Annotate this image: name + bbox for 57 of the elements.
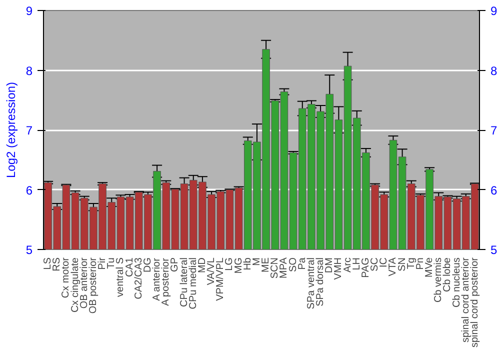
x-tick-label: Cx cingulate bbox=[70, 257, 81, 313]
x-tick-label: DG bbox=[142, 257, 154, 272]
x-tick-label: MD bbox=[196, 257, 208, 274]
x-tick-label: VPM/VPL bbox=[215, 257, 226, 301]
x-tick-label: GP bbox=[170, 257, 181, 272]
x-tick-label: OB posterior bbox=[88, 256, 99, 314]
x-tick-label: CPu medial bbox=[188, 257, 199, 310]
x-tick-label: ventral S bbox=[115, 257, 126, 297]
x-tick-label: Hb bbox=[242, 257, 254, 270]
x-tick-label: Cx motor bbox=[60, 256, 72, 298]
y-axis-title: Log2 (expression) bbox=[4, 82, 18, 178]
y-tick-label: 8 bbox=[26, 64, 33, 78]
y-tick-label: 9 bbox=[26, 4, 33, 18]
x-tick-label: MPA bbox=[278, 257, 290, 278]
x-tick-label: SC bbox=[370, 257, 381, 272]
x-tick-label: CPu lateral bbox=[178, 258, 190, 307]
x-tick-label: ME bbox=[260, 257, 272, 272]
x-tick-label: IC bbox=[378, 258, 390, 268]
x-tick-label: SCN bbox=[270, 257, 281, 279]
x-tick-label: LH bbox=[351, 257, 362, 270]
x-tick-label: spinal cord posterior bbox=[469, 256, 480, 348]
x-tick-label: SPa dorsal bbox=[315, 257, 326, 306]
x-tick-label: OB anterior bbox=[78, 256, 90, 309]
x-tick-label: RS bbox=[52, 257, 63, 272]
x-tick-label: A anterior bbox=[152, 257, 163, 301]
y-tick-label: 7 bbox=[26, 124, 33, 138]
x-tick-label: CA2/CA3 bbox=[133, 257, 144, 300]
x-tick-label: Cb lobe bbox=[442, 257, 454, 292]
x-tick-label: SO bbox=[288, 257, 299, 272]
x-tick-label: VTA bbox=[388, 257, 399, 276]
x-tick-label: Cb nucleus bbox=[451, 258, 462, 308]
x-tick-label: CA1 bbox=[124, 257, 136, 277]
x-tick-label: MG bbox=[233, 257, 244, 274]
x-tick-label: Pa bbox=[296, 257, 308, 270]
y2-tick-label: 5 bbox=[490, 243, 498, 257]
x-tick-label: Arc bbox=[342, 258, 354, 272]
x-tick-label: Pn bbox=[414, 257, 426, 270]
x-tick-label: MVe bbox=[424, 257, 436, 278]
y2-tick-label: 8 bbox=[490, 64, 498, 78]
y-tick-label: 5 bbox=[26, 243, 33, 257]
x-tick-label: LS bbox=[42, 257, 54, 270]
x-tick-label: LG bbox=[224, 257, 236, 271]
x-tick-label: SPa ventral bbox=[306, 257, 317, 310]
y-tick-label: 6 bbox=[26, 183, 33, 198]
x-tick-label: DM bbox=[324, 257, 336, 274]
y2-tick-label: 7 bbox=[490, 124, 498, 138]
x-tick-label: M bbox=[251, 257, 262, 266]
y2-tick-label: 6 bbox=[490, 183, 498, 198]
y2-tick-label: 9 bbox=[490, 4, 498, 18]
x-tick-label: spinal cord anterior bbox=[460, 256, 472, 343]
x-tick-label: SN bbox=[396, 257, 408, 272]
x-tick-label: PAG bbox=[360, 257, 372, 278]
x-tick-label: Tu bbox=[106, 257, 118, 269]
x-tick-label: A posterior bbox=[160, 257, 172, 306]
x-tick-label: Pir bbox=[97, 256, 108, 270]
x-tick-label: VMH bbox=[333, 257, 344, 280]
x-tick-label: Tg bbox=[406, 258, 417, 270]
